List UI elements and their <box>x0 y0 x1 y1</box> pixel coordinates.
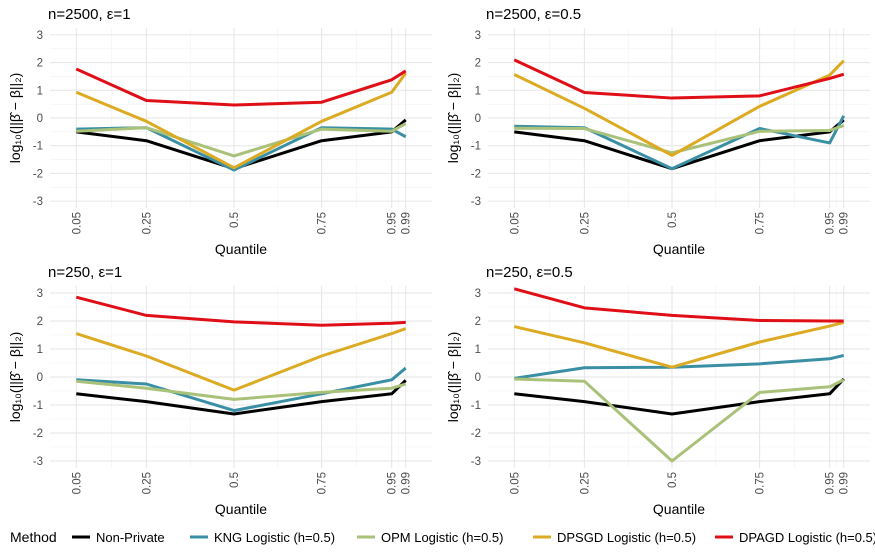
x-tick-label: 0.05 <box>71 212 83 234</box>
x-tick-label: 0.25 <box>141 472 153 494</box>
y-tick-label: -2 <box>471 428 481 440</box>
y-tick-label: -2 <box>33 428 43 440</box>
x-axis-label: Quantile <box>215 241 267 257</box>
y-tick-label: 3 <box>475 30 481 42</box>
y-tick-label: 3 <box>37 288 43 300</box>
series-line-dpsgd-logistic-h-0-5 <box>514 61 843 156</box>
x-axis-label: Quantile <box>215 501 267 517</box>
y-tick-label: 0 <box>475 113 481 125</box>
y-tick-label: 1 <box>475 344 481 356</box>
y-tick-label: -2 <box>33 168 43 180</box>
y-tick-label: 1 <box>37 85 43 97</box>
x-tick-label: 0.95 <box>387 212 399 234</box>
x-tick-label: 0.99 <box>401 472 413 494</box>
legend-label: DPSGD Logistic (h=0.5) <box>557 530 696 545</box>
y-tick-label: 2 <box>475 58 481 70</box>
x-tick-label: 0.25 <box>141 212 153 234</box>
y-axis-label: log₁₀(||β̂ − β||₂) <box>445 73 461 164</box>
y-tick-label: -3 <box>471 456 481 468</box>
panel-1: -3 -2 -1 0 1 2 3 0.05 0.25 0.5 0.75 0.95 0.99 Quantil… <box>7 6 432 257</box>
y-tick-label: 1 <box>37 344 43 356</box>
y-tick-label: -2 <box>471 168 481 180</box>
x-axis-label: Quantile <box>653 501 705 517</box>
x-tick-label: 0.75 <box>317 212 329 234</box>
y-tick-label: 3 <box>475 288 481 300</box>
panel-title: n=2500, ε=0.5 <box>486 6 581 23</box>
y-tick-label: 0 <box>37 113 43 125</box>
x-tick-label: 0.5 <box>667 472 679 488</box>
y-tick-label: -1 <box>471 141 481 153</box>
x-tick-label: 0.75 <box>317 472 329 494</box>
panel-3: -3 -2 -1 0 1 2 3 0.05 0.25 0.5 0.75 0.95 0.99 Quantil… <box>7 264 432 517</box>
x-tick-label: 0.05 <box>509 212 521 234</box>
x-tick-label: 0.95 <box>825 212 837 234</box>
y-tick-label: 2 <box>475 316 481 328</box>
panel-title: n=2500, ε=1 <box>48 6 131 23</box>
y-tick-label: -1 <box>33 400 43 412</box>
y-axis-label: log₁₀(||β̂ − β||₂) <box>7 73 23 164</box>
y-tick-label: 0 <box>37 372 43 384</box>
series-line-kng-logistic-h-0-5 <box>514 355 843 378</box>
x-tick-label: 0.75 <box>755 212 767 234</box>
y-tick-label: 2 <box>37 316 43 328</box>
panel-2: -3 -2 -1 0 1 2 3 0.05 0.25 0.5 0.75 0.95 0.99 Quantil… <box>445 6 870 257</box>
legend: Method Non-Private KNG Logistic (h=0.5) OPM… <box>10 529 875 545</box>
series-line-dpsgd-logistic-h-0-5 <box>76 329 405 391</box>
series-line-dpagd-logistic-h-0-5 <box>514 289 843 321</box>
x-tick-label: 0.75 <box>755 472 767 494</box>
y-tick-label: 2 <box>37 58 43 70</box>
panel-title: n=250, ε=0.5 <box>486 264 573 281</box>
x-tick-label: 0.25 <box>579 212 591 234</box>
x-tick-label: 0.99 <box>839 472 851 494</box>
x-tick-label: 0.99 <box>401 212 413 234</box>
x-tick-label: 0.25 <box>579 472 591 494</box>
legend-label: OPM Logistic (h=0.5) <box>381 530 503 545</box>
legend-label: Non-Private <box>96 530 165 545</box>
x-tick-label: 0.05 <box>509 472 521 494</box>
y-axis-label: log₁₀(||β̂ − β||₂) <box>445 332 461 423</box>
x-tick-label: 0.5 <box>667 212 679 228</box>
x-tick-label: 0.05 <box>71 472 83 494</box>
series-line-dpagd-logistic-h-0-5 <box>76 69 405 105</box>
y-tick-label: 1 <box>475 85 481 97</box>
legend-label: DPAGD Logistic (h=0.5) <box>739 530 875 545</box>
legend-title: Method <box>10 529 57 545</box>
x-tick-label: 0.95 <box>825 472 837 494</box>
x-tick-label: 0.5 <box>229 212 241 228</box>
y-tick-label: -3 <box>33 196 43 208</box>
y-tick-label: -3 <box>33 456 43 468</box>
y-tick-label: 0 <box>475 372 481 384</box>
y-tick-label: -3 <box>471 196 481 208</box>
x-tick-label: 0.95 <box>387 472 399 494</box>
panel-title: n=250, ε=1 <box>48 264 122 281</box>
x-tick-label: 0.5 <box>229 472 241 488</box>
y-axis-label: log₁₀(||β̂ − β||₂) <box>7 332 23 423</box>
series-line-non-private <box>514 379 843 414</box>
legend-label: KNG Logistic (h=0.5) <box>214 530 335 545</box>
y-tick-label: -1 <box>471 400 481 412</box>
series-line-kng-logistic-h-0-5 <box>514 116 843 169</box>
panel-4: -3 -2 -1 0 1 2 3 0.05 0.25 0.5 0.75 0.95 0.99 Quantil… <box>445 264 870 517</box>
x-axis-label: Quantile <box>653 241 705 257</box>
y-tick-label: -1 <box>33 141 43 153</box>
y-tick-label: 3 <box>37 30 43 42</box>
x-tick-label: 0.99 <box>839 212 851 234</box>
